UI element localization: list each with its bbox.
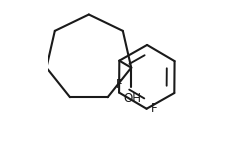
Text: F: F xyxy=(151,102,158,115)
Text: OH: OH xyxy=(123,92,141,105)
Text: F: F xyxy=(116,78,122,91)
